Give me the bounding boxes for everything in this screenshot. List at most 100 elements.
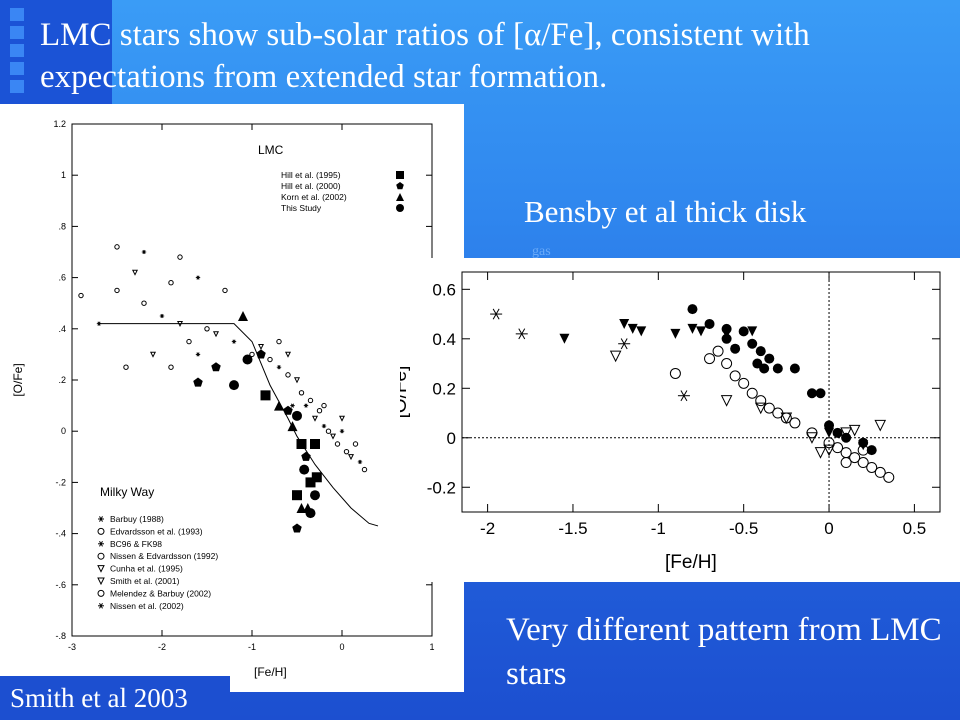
accent-square: [10, 44, 24, 57]
x-tick-label: -3: [68, 642, 76, 652]
legend-marker-milky-way: [97, 527, 105, 535]
milky-way-point: [293, 377, 301, 384]
lmc-point: [229, 380, 239, 391]
y-axis-label: [O/Fe]: [400, 366, 411, 419]
legend-entry-milky-way: Barbuy (1988): [110, 514, 164, 524]
milky-way-point: [141, 300, 147, 306]
data-point: [490, 308, 503, 320]
data-point: [627, 323, 638, 334]
lmc-chart: -3 -2 -1 0 1 -.8 -.6 -.4 -.2 0 .2 .4 .6 .8 1 1.2 [Fe/H] […: [11, 119, 435, 679]
slide-title: LMC stars show sub-solar ratios of [α/Fe…: [40, 17, 810, 95]
milky-way-point: [347, 454, 355, 461]
x-tick-label: -2: [158, 642, 166, 652]
x-tick-label: 0.5: [903, 519, 927, 538]
milky-way-point: [303, 403, 309, 408]
lmc-point: [310, 490, 320, 501]
milky-way-point: [290, 403, 295, 408]
data-point: [789, 417, 801, 429]
milky-way-point: [307, 397, 314, 404]
data-point: [677, 390, 690, 402]
lmc-point: [256, 349, 266, 359]
data-point: [849, 452, 861, 464]
x-axis-label: [Fe/H]: [665, 552, 717, 573]
data-point: [824, 427, 835, 438]
y-tick-label: 0: [61, 426, 66, 436]
bensby-chart: -2 -1.5 -1 -0.5 0 0.5 -0.2 0 0.2 0.4 0.6 [Fe/H] [O/F…: [390, 271, 941, 573]
y-tick-label: .2: [58, 375, 66, 385]
data-point: [755, 395, 767, 407]
milky-way-point: [257, 344, 265, 351]
data-point: [789, 363, 800, 374]
bensby-chart-panel: -2 -1.5 -1 -0.5 0 0.5 -0.2 0 0.2 0.4 0.6 [Fe/H] [O/F…: [390, 258, 960, 582]
milky-way-point: [334, 441, 341, 447]
data-point: [730, 343, 741, 354]
y-tick-label: -.8: [55, 631, 66, 641]
milky-way-point: [316, 408, 323, 414]
milky-way-point: [276, 365, 282, 370]
x-tick-label: -1.5: [558, 519, 587, 538]
milky-way-point: [249, 351, 255, 358]
data-point: [618, 338, 631, 350]
lmc-point: [305, 477, 316, 488]
lmc-point: [292, 523, 302, 533]
milky-way-point: [267, 356, 273, 363]
data-point: [747, 338, 758, 349]
legend-entry-lmc: Korn et al. (2002): [281, 192, 347, 202]
data-point: [687, 304, 698, 315]
data-point: [883, 471, 895, 483]
legend-marker-lmc: [396, 193, 404, 201]
x-tick-label: -1: [651, 519, 666, 538]
milky-way-point: [284, 351, 292, 358]
milky-way-point: [311, 415, 319, 422]
y-tick-label: -0.2: [427, 478, 456, 497]
milky-way-point: [222, 287, 228, 294]
y-tick-label: 1: [61, 170, 66, 180]
data-point: [815, 388, 826, 399]
y-tick-label: -.2: [55, 477, 66, 487]
milky-way-point: [212, 331, 220, 338]
milky-way-point: [141, 249, 147, 255]
y-tick-label: 0: [447, 429, 456, 448]
legend-entry-milky-way: Edvardsson et al. (1993): [110, 526, 203, 536]
data-point: [669, 367, 681, 379]
legend-marker-milky-way: [97, 589, 105, 597]
lmc-point: [242, 354, 253, 365]
lmc-point: [274, 400, 284, 411]
x-tick-label: 0: [824, 519, 833, 538]
legend-marker-milky-way: [98, 516, 104, 522]
data-point: [721, 358, 733, 370]
legend-entry-milky-way: BC96 & FK98: [110, 539, 162, 549]
y-tick-label: -.4: [55, 529, 66, 539]
x-tick-label: -0.5: [729, 519, 758, 538]
legend-marker-milky-way: [97, 552, 105, 560]
milky-way-point: [195, 275, 201, 280]
data-point: [738, 377, 750, 389]
lmc-point: [310, 439, 320, 449]
data-point: [866, 461, 878, 473]
lmc-point: [193, 377, 203, 387]
milky-way-point: [131, 269, 139, 276]
legend-entry-milky-way: Cunha et al. (1995): [110, 564, 183, 574]
legend-title-lmc: LMC: [258, 143, 284, 157]
milky-way-point: [78, 292, 84, 299]
data-point: [874, 419, 887, 432]
data-point: [759, 363, 770, 374]
data-point: [840, 427, 852, 439]
x-tick-label: 0: [339, 642, 344, 652]
lmc-point: [296, 503, 307, 513]
milky-way-point: [123, 364, 129, 370]
milky-way-point: [321, 423, 327, 429]
data-point: [832, 427, 843, 438]
data-point: [763, 402, 775, 414]
accent-square: [10, 8, 24, 21]
x-axis-label: [Fe/H]: [254, 665, 287, 679]
data-point: [823, 444, 835, 457]
milky-way-point: [186, 338, 192, 345]
milky-way-point: [96, 321, 102, 326]
legend-marker-milky-way: [98, 602, 104, 609]
lmc-point: [301, 451, 311, 461]
data-point: [515, 328, 528, 340]
lmc-point: [260, 390, 271, 401]
milky-way-point: [168, 364, 174, 370]
x-tick-label: -2: [480, 519, 495, 538]
